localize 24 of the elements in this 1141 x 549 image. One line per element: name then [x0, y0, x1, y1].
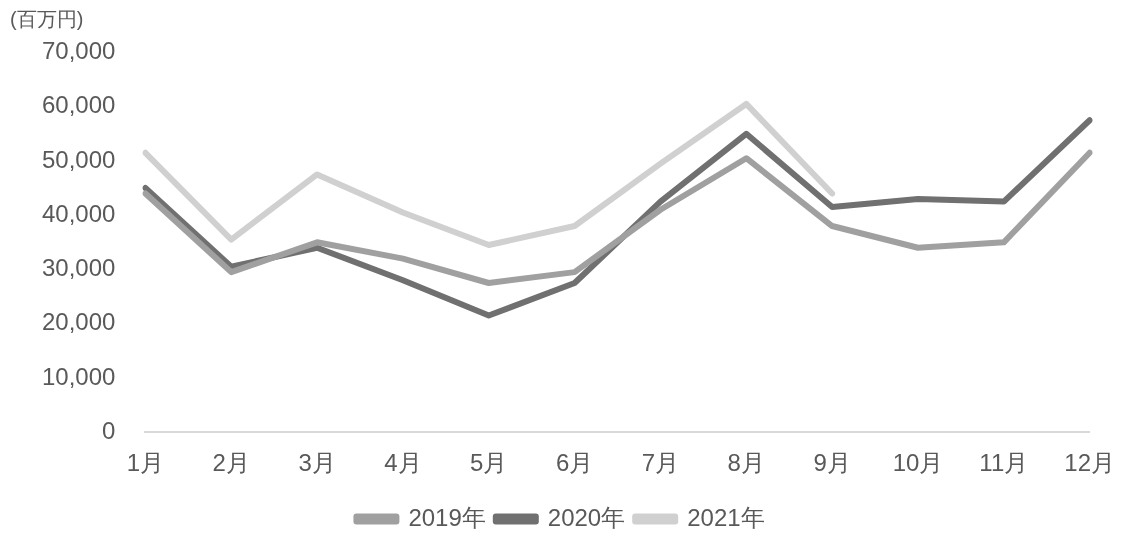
y-axis-title: (百万円) [10, 7, 84, 30]
y-tick-label: 50,000 [42, 145, 116, 173]
x-tick-label: 7月 [641, 449, 680, 477]
y-tick-label: 70,000 [42, 37, 116, 65]
x-tick-label: 10月 [892, 449, 944, 477]
x-tick-label: 8月 [727, 449, 765, 477]
y-tick-label: 40,000 [42, 199, 116, 227]
y-tick-label: 0 [102, 416, 116, 444]
x-tick-label: 12月 [1064, 449, 1115, 477]
x-tick-label: 6月 [555, 449, 594, 477]
legend-label: 2021年 [687, 503, 765, 531]
x-tick-label: 3月 [298, 449, 336, 477]
x-tick-label: 4月 [384, 449, 422, 477]
y-tick-label: 30,000 [42, 254, 116, 282]
legend-label: 2019年 [408, 503, 486, 531]
x-tick-label: 1月 [126, 449, 165, 477]
y-tick-label: 60,000 [42, 91, 116, 119]
legend-label: 2020年 [547, 503, 626, 531]
x-tick-label: 2月 [212, 449, 250, 477]
y-tick-label: 10,000 [42, 362, 116, 390]
x-tick-label: 5月 [470, 449, 508, 477]
x-tick-label: 11月 [979, 449, 1029, 477]
y-tick-label: 20,000 [42, 308, 116, 336]
x-tick-label: 9月 [813, 449, 851, 477]
